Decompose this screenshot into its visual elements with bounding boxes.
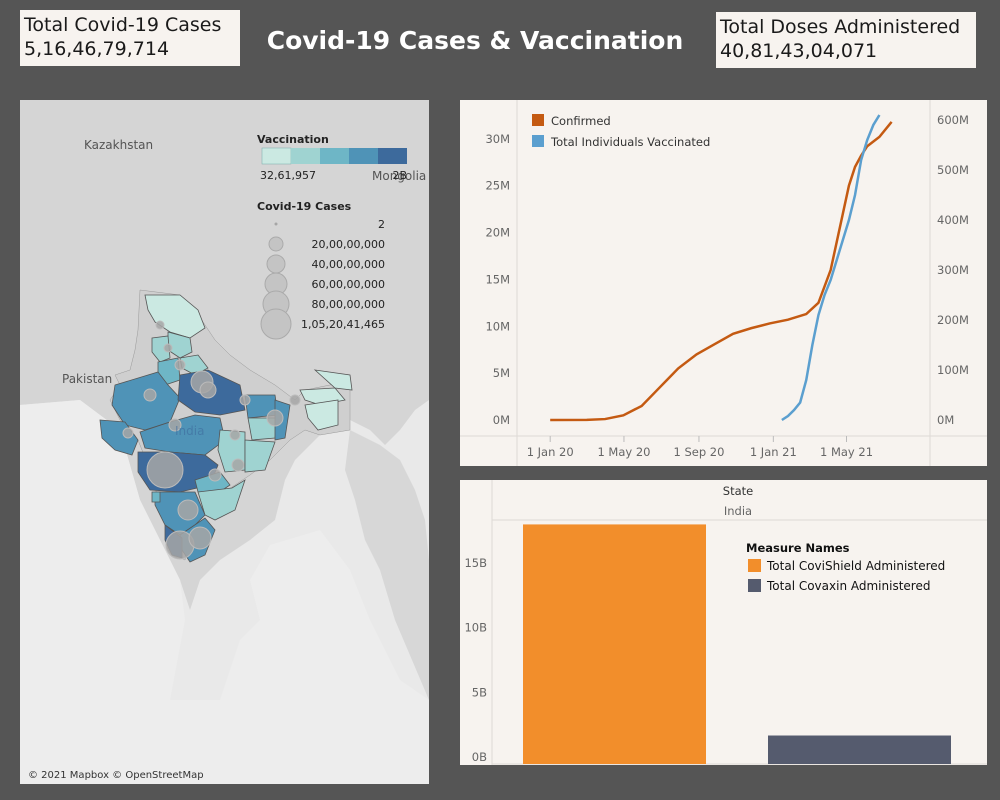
left-tick-label: 15M xyxy=(485,272,510,286)
cases-legend-title: Covid-19 Cases xyxy=(257,200,352,213)
cases-legend-bubble-3 xyxy=(267,255,285,273)
bubble-karnataka xyxy=(178,500,198,520)
bar-header-state: State xyxy=(723,484,753,498)
cases-legend-label-6: 1,05,20,41,465 xyxy=(301,318,385,331)
right-axis-ticks: 0M 100M 200M 300M 400M 500M 600M xyxy=(937,113,969,427)
line-chart-panel: 0M 5M 10M 15M 20M 25M 30M 0M 100M 200M 300M 400M 50… xyxy=(460,100,987,466)
line-legend: Confirmed Total Individuals Vaccinated xyxy=(532,114,710,149)
bar-legend: Measure Names Total CoviShield Administe… xyxy=(746,541,945,593)
bubble-bihar xyxy=(240,395,250,405)
bubble-ap xyxy=(209,469,221,481)
bar-legend-swatch-covaxin xyxy=(748,579,761,592)
legend-label-confirmed: Confirmed xyxy=(551,114,611,128)
bubble-gujarat xyxy=(123,428,133,438)
bar-covishield[interactable] xyxy=(523,524,706,764)
state-goa xyxy=(152,492,160,502)
legend-swatch-confirmed xyxy=(532,114,544,126)
x-tick-label: 1 May 20 xyxy=(597,445,650,459)
right-tick-label: 400M xyxy=(937,213,969,227)
x-tick-label: 1 Jan 20 xyxy=(527,445,574,459)
bubble-delhi xyxy=(175,360,185,370)
bubble-jk xyxy=(156,321,164,329)
bubble-maharashtra xyxy=(147,452,183,488)
kpi-doses-label: Total Doses Administered xyxy=(716,12,976,38)
left-tick-label: 30M xyxy=(485,132,510,146)
cases-legend-label-5: 80,00,00,000 xyxy=(312,298,385,311)
left-tick-label: 10M xyxy=(485,319,510,333)
cases-legend-label-2: 20,00,00,000 xyxy=(312,238,385,251)
label-india: India xyxy=(175,424,204,438)
legend-swatch-vaccinated xyxy=(532,135,544,147)
line-series-confirmed[interactable] xyxy=(550,122,891,420)
right-tick-label: 0M xyxy=(937,413,954,427)
map-attribution: © 2021 Mapbox © OpenStreetMap xyxy=(28,770,204,781)
vaccination-swatch-2 xyxy=(291,148,320,164)
bar-y-tick-label: 10B xyxy=(464,621,487,635)
bar-covaxin[interactable] xyxy=(768,736,951,764)
label-kazakhstan: Kazakhstan xyxy=(84,138,153,152)
bubble-rajasthan xyxy=(144,389,156,401)
bubble-assam xyxy=(290,395,300,405)
cases-legend-label-1: 2 xyxy=(378,218,385,231)
left-tick-label: 20M xyxy=(485,226,510,240)
bubble-odisha xyxy=(230,430,240,440)
cases-legend-bubble-1 xyxy=(275,223,278,226)
bar-y-tick-label: 15B xyxy=(464,556,487,570)
left-tick-label: 25M xyxy=(485,179,510,193)
x-tick-label: 1 May 21 xyxy=(820,445,873,459)
bubble-tamil-nadu xyxy=(189,527,211,549)
bar-legend-swatch-covishield xyxy=(748,559,761,572)
right-tick-label: 300M xyxy=(937,263,969,277)
bar-y-ticks: 0B 5B 10B 15B xyxy=(464,556,487,764)
india-map[interactable]: Kazakhstan Mongolia Pakistan India Vacci… xyxy=(20,100,429,784)
bar-legend-title: Measure Names xyxy=(746,541,850,555)
bar-chart-panel: State India 0B 5B 10B 15B Total CoviShield … xyxy=(460,480,987,765)
kpi-doses-value: 40,81,43,04,071 xyxy=(716,38,976,62)
bar-legend-label-covaxin: Total Covaxin Administered xyxy=(766,579,930,593)
vaccination-swatch-5 xyxy=(378,148,407,164)
right-tick-label: 200M xyxy=(937,313,969,327)
bar-group-india: India xyxy=(724,504,752,518)
cases-legend-label-4: 60,00,00,000 xyxy=(312,278,385,291)
right-tick-label: 500M xyxy=(937,163,969,177)
left-tick-label: 5M xyxy=(493,366,510,380)
vaccination-swatch-4 xyxy=(349,148,378,164)
bubble-punjab xyxy=(164,344,172,352)
bubble-wb xyxy=(267,410,283,426)
bubble-haryana xyxy=(200,382,216,398)
x-axis-ticks: 1 Jan 20 1 May 20 1 Sep 20 1 Jan 21 1 May 21 xyxy=(527,436,873,459)
kpi-cases-value: 5,16,46,79,714 xyxy=(20,36,240,60)
vaccination-legend-title: Vaccination xyxy=(257,133,329,146)
kpi-cases-label: Total Covid-19 Cases xyxy=(20,10,240,36)
bar-legend-label-covishield: Total CoviShield Administered xyxy=(766,559,945,573)
right-tick-label: 600M xyxy=(937,113,969,127)
left-axis-ticks: 0M 5M 10M 15M 20M 25M 30M xyxy=(485,132,510,427)
vaccination-swatch-3 xyxy=(320,148,349,164)
cases-legend-bubble-6 xyxy=(261,309,291,339)
bar-y-tick-label: 5B xyxy=(472,685,487,699)
bar-y-tick-label: 0B xyxy=(472,750,487,764)
kpi-total-cases: Total Covid-19 Cases 5,16,46,79,714 xyxy=(20,10,240,66)
legend-label-vaccinated: Total Individuals Vaccinated xyxy=(550,135,710,149)
x-tick-label: 1 Jan 21 xyxy=(750,445,797,459)
kpi-total-doses: Total Doses Administered 40,81,43,04,071 xyxy=(716,12,976,68)
page-title: Covid-19 Cases & Vaccination xyxy=(240,26,710,55)
cases-legend-bubble-2 xyxy=(269,237,283,251)
label-pakistan: Pakistan xyxy=(62,372,112,386)
x-tick-label: 1 Sep 20 xyxy=(673,445,724,459)
left-tick-label: 0M xyxy=(493,413,510,427)
cases-legend-label-3: 40,00,00,000 xyxy=(312,258,385,271)
right-tick-label: 100M xyxy=(937,363,969,377)
bubble-telangana xyxy=(232,459,244,471)
vaccination-legend-max: 2B xyxy=(392,169,407,182)
vaccination-legend-min: 32,61,957 xyxy=(260,169,316,182)
vaccination-swatch-1 xyxy=(262,148,291,164)
